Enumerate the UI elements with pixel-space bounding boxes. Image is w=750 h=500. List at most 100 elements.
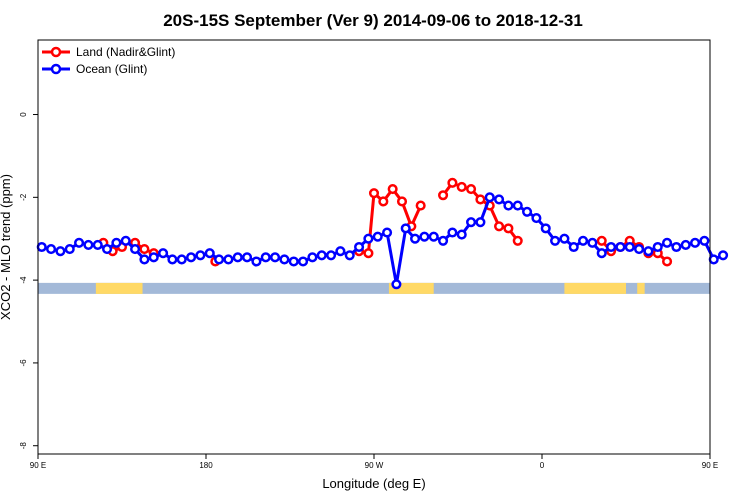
- land-point: [415, 200, 426, 211]
- ocean-point: [83, 239, 94, 250]
- ocean-point: [699, 235, 710, 246]
- ocean-point: [578, 235, 589, 246]
- ocean-point: [550, 235, 561, 246]
- ocean-point: [671, 241, 682, 253]
- x-tick-label: 0: [540, 461, 545, 470]
- ocean-point: [400, 223, 411, 234]
- land-point: [368, 188, 380, 199]
- land-band-segment: [388, 282, 434, 294]
- y-axis: 0 -2 -4 -6 -8: [19, 112, 38, 450]
- chart-title: 20S-15S September (Ver 9) 2014-09-06 to …: [163, 11, 583, 30]
- ocean-point: [708, 254, 719, 265]
- ocean-point: [335, 246, 346, 257]
- ocean-point: [475, 217, 486, 228]
- ocean-point: [372, 231, 383, 242]
- x-axis-label: Longitude (deg E): [322, 476, 425, 491]
- ocean-point: [139, 254, 150, 265]
- ocean-point: [242, 252, 253, 263]
- legend-label-land: Land (Nadir&Glint): [76, 45, 175, 59]
- land-point: [139, 244, 150, 255]
- y-tick-label: -4: [19, 276, 28, 284]
- land-point: [456, 181, 467, 193]
- ocean-point: [279, 254, 290, 265]
- ocean-point: [559, 233, 570, 244]
- ocean-point: [410, 233, 421, 244]
- ocean-point: [232, 252, 243, 263]
- ocean-point: [260, 252, 271, 263]
- land-band-segment: [564, 282, 626, 294]
- ocean-point: [148, 252, 159, 263]
- legend-label-ocean: Ocean (Glint): [76, 62, 147, 76]
- ocean-point: [363, 233, 374, 244]
- x-tick-label: 90 W: [365, 461, 384, 470]
- ocean-point: [438, 235, 449, 246]
- x-tick-label: 90 E: [30, 461, 46, 470]
- ocean-point: [662, 237, 673, 248]
- land-point: [503, 223, 514, 234]
- y-tick-label: -2: [19, 193, 28, 201]
- surface-band: [38, 282, 710, 294]
- ocean-point: [55, 246, 66, 257]
- ocean-point: [36, 241, 47, 253]
- y-tick-label: -6: [19, 359, 28, 367]
- ocean-point: [606, 241, 617, 253]
- ocean-point: [214, 254, 225, 265]
- ocean-point: [204, 248, 215, 259]
- ocean-point: [718, 250, 729, 261]
- ocean-point: [344, 250, 355, 261]
- ocean-point: [223, 254, 234, 265]
- ocean-point: [568, 241, 579, 253]
- ocean-point: [111, 237, 122, 248]
- ocean-point: [512, 200, 523, 211]
- ocean-point: [158, 248, 169, 259]
- ocean-point: [354, 241, 365, 253]
- ocean-point: [466, 217, 477, 228]
- land-point: [475, 194, 486, 205]
- ocean-point: [540, 223, 551, 234]
- ocean-point: [634, 244, 645, 255]
- ocean-point: [456, 229, 467, 240]
- ocean-point: [307, 252, 318, 263]
- ocean-point: [624, 241, 635, 253]
- y-tick-label: -8: [19, 442, 28, 450]
- ocean-point: [531, 212, 542, 224]
- ocean-point: [186, 252, 197, 263]
- ocean-point: [596, 248, 607, 259]
- ocean-point: [102, 244, 113, 255]
- ocean-point: [615, 241, 626, 253]
- ocean-point: [120, 235, 131, 246]
- y-axis-label: XCO2 - MLO trend (ppm): [0, 174, 13, 320]
- land-point: [396, 196, 408, 207]
- ocean-series-line: [41, 195, 724, 286]
- ocean-point: [130, 244, 141, 255]
- ocean-point: [298, 256, 309, 267]
- land-point: [363, 248, 374, 259]
- legend-marker-land: [50, 46, 62, 58]
- land-point: [512, 235, 523, 246]
- ocean-point: [680, 239, 691, 250]
- ocean-point: [251, 256, 262, 267]
- ocean-point: [522, 206, 533, 217]
- land-band-segment: [637, 282, 645, 294]
- land-point: [438, 190, 449, 201]
- x-tick-label: 180: [199, 461, 213, 470]
- ocean-point: [64, 244, 75, 255]
- land-point: [378, 196, 389, 207]
- series-layer: [36, 177, 729, 290]
- land-point: [494, 221, 505, 232]
- legend: Land (Nadir&Glint) Ocean (Glint): [42, 45, 175, 76]
- ocean-point: [167, 254, 178, 265]
- y-tick-label: 0: [19, 112, 28, 117]
- ocean-point: [74, 237, 85, 248]
- ocean-point: [288, 256, 299, 267]
- ocean-point: [643, 246, 654, 257]
- ocean-point: [92, 239, 103, 250]
- ocean-point: [419, 231, 430, 242]
- ocean-point: [270, 252, 281, 263]
- land-point: [447, 177, 458, 188]
- ocean-point: [195, 250, 206, 261]
- ocean-point: [494, 194, 505, 205]
- legend-marker-ocean: [50, 63, 62, 75]
- x-axis: 90 E 180 90 W 0 90 E: [30, 454, 718, 470]
